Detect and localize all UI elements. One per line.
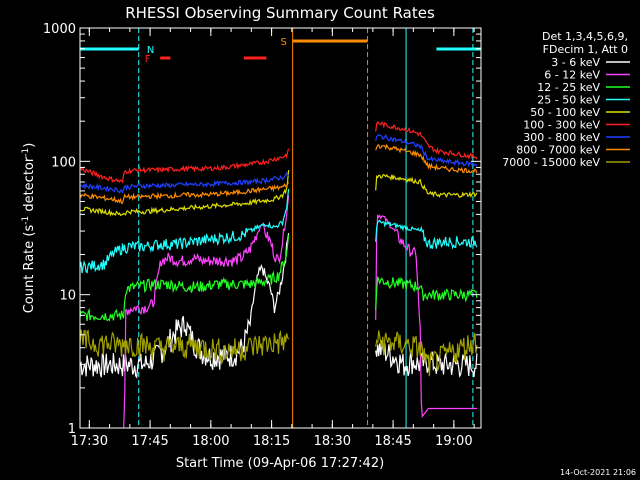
plot-area: NF S bbox=[79, 28, 481, 429]
chart-title: RHESSI Observing Summary Count Rates bbox=[125, 4, 435, 22]
y-axis-label-main: Count Rate (s bbox=[22, 225, 37, 314]
series-line-4-segment-1 bbox=[375, 173, 478, 199]
series-line-3-segment-1 bbox=[375, 219, 478, 250]
series-line-3-segment-0 bbox=[79, 188, 290, 274]
legend-header-0: Det 1,3,4,5,6,9, bbox=[542, 30, 628, 43]
x-tick-label-3: 18:15 bbox=[253, 434, 290, 449]
legend-label-8: 7000 - 15000 keV bbox=[502, 156, 600, 169]
series-line-5-segment-0 bbox=[79, 148, 290, 184]
flag-label-N: N bbox=[147, 45, 154, 56]
plot-frame bbox=[79, 27, 482, 429]
legend-label-6: 300 - 800 keV bbox=[523, 131, 600, 144]
x-tick-label-0: 17:30 bbox=[71, 434, 108, 449]
y-axis-label-sup1: -1 bbox=[21, 216, 31, 225]
y-tick-label-3: 1000 bbox=[43, 22, 76, 37]
series-line-0-segment-1 bbox=[375, 340, 478, 378]
y-tick-label-1: 10 bbox=[59, 289, 76, 304]
footer-date: 14-Oct-2021 21:06 bbox=[560, 468, 636, 477]
legend-label-0: 3 - 6 keV bbox=[551, 56, 600, 69]
x-tick-label-4: 18:30 bbox=[314, 434, 351, 449]
series-line-1-segment-1 bbox=[375, 214, 477, 419]
flag-label-S: S bbox=[281, 37, 287, 48]
legend-label-3: 25 - 50 keV bbox=[537, 94, 600, 107]
series-line-2-segment-1 bbox=[375, 276, 478, 311]
series-line-2-segment-0 bbox=[79, 235, 290, 322]
x-axis-label: Start Time (09-Apr-06 17:27:42) bbox=[176, 456, 384, 471]
legend-label-4: 50 - 100 keV bbox=[530, 106, 600, 119]
y-tick-label-2: 100 bbox=[51, 155, 76, 170]
series-line-5-segment-1 bbox=[375, 120, 478, 160]
legend: Det 1,3,4,5,6,9,FDecim 1, Att 03 - 6 keV… bbox=[502, 30, 630, 169]
legend-label-2: 12 - 25 keV bbox=[537, 81, 600, 94]
legend-label-5: 100 - 300 keV bbox=[523, 119, 600, 132]
series-line-6-segment-0 bbox=[79, 171, 289, 194]
series-line-8-segment-1 bbox=[375, 330, 478, 377]
legend-label-1: 6 - 12 keV bbox=[544, 69, 600, 82]
series-line-7-segment-1 bbox=[375, 143, 478, 174]
y-tick-label-0: 1 bbox=[68, 422, 76, 437]
x-tick-label-6: 19:00 bbox=[435, 434, 472, 449]
x-tick-label-1: 17:45 bbox=[131, 434, 168, 449]
x-tick-label-5: 18:45 bbox=[374, 434, 411, 449]
series-line-6-segment-1 bbox=[375, 133, 478, 168]
legend-label-7: 800 - 7000 keV bbox=[516, 144, 600, 157]
y-axis-label-mid: detector bbox=[22, 156, 37, 216]
axes: 17:30 17:45 18:00 18:15 18:30 18:45 19:00 1 10 10… bbox=[43, 22, 481, 449]
series-line-0-segment-0 bbox=[79, 233, 290, 379]
y-axis-label-sup2: -1 bbox=[21, 148, 31, 157]
series-line-4-segment-0 bbox=[79, 170, 290, 218]
x-tick-label-2: 18:00 bbox=[192, 434, 229, 449]
y-axis-label-end: ) bbox=[22, 143, 37, 148]
series-line-8-segment-0 bbox=[79, 329, 290, 366]
legend-header-1: FDecim 1, Att 0 bbox=[543, 43, 628, 56]
series-line-7-segment-0 bbox=[79, 182, 290, 204]
flag-label-F: F bbox=[145, 54, 151, 65]
y-axis-label: Count Rate (s-1 detector-1) bbox=[21, 143, 37, 314]
